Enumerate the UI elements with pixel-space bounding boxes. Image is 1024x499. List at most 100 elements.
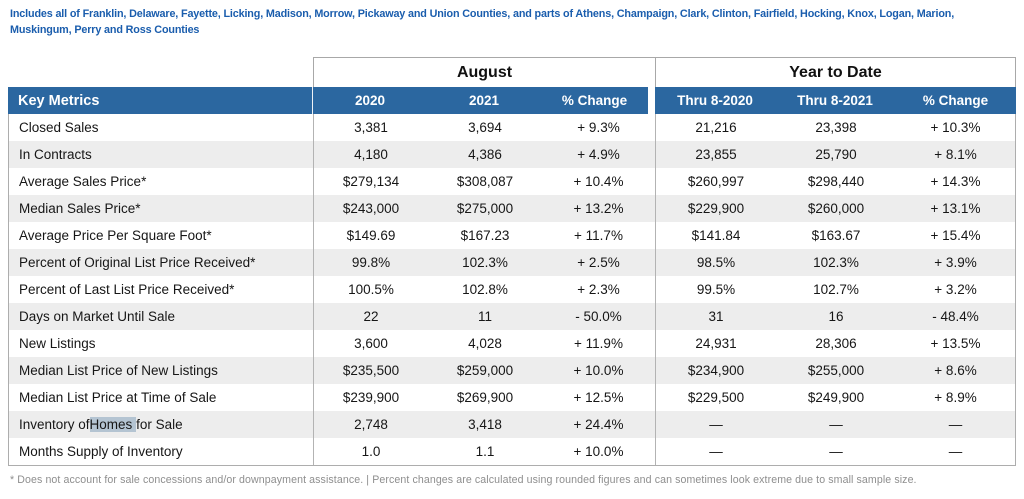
value-cell: + 11.9% <box>542 330 656 357</box>
column-header-thru-8-2021: Thru 8-2021 <box>797 93 873 108</box>
metric-label: Percent of Last List Price Received* <box>9 276 314 303</box>
value-cell: $308,087 <box>456 174 514 189</box>
value-cell: 1.0 <box>361 444 381 459</box>
value-cell: $269,900 <box>456 390 514 405</box>
column-header-pct-change-ytd: % Change <box>922 93 989 108</box>
metric-label: Percent of Original List Price Received* <box>9 249 314 276</box>
value-cell: 100.5% <box>348 282 394 297</box>
metric-label: Average Price Per Square Foot* <box>9 222 314 249</box>
column-header-2021: 2021 <box>468 93 500 108</box>
value-cell: + 14.3% <box>930 174 981 189</box>
value-cell: + 10.4% <box>542 168 656 195</box>
value-cell: 2,748 <box>354 417 388 432</box>
value-cell: $163.67 <box>811 228 861 243</box>
table-row: Average Sales Price* $279,134 $308,087 + 10… <box>9 168 1015 195</box>
value-cell: $141.84 <box>691 228 741 243</box>
column-header-2020: 2020 <box>354 93 386 108</box>
value-cell: + 11.7% <box>542 222 656 249</box>
value-cell: $167.23 <box>460 228 510 243</box>
value-cell: 22 <box>363 309 379 324</box>
metric-label: Average Sales Price* <box>9 168 314 195</box>
value-cell: + 8.9% <box>934 390 977 405</box>
value-cell: $243,000 <box>342 201 400 216</box>
value-cell: $255,000 <box>807 363 865 378</box>
value-cell: + 4.9% <box>542 141 656 168</box>
value-cell: $249,900 <box>807 390 865 405</box>
metric-label: Closed Sales <box>9 114 314 141</box>
value-cell: 99.5% <box>696 282 736 297</box>
metric-label: Median List Price of New Listings <box>9 357 314 384</box>
value-cell: $260,997 <box>687 174 745 189</box>
metric-label: Inventory of Homes for Sale <box>9 411 314 438</box>
table-row: Median Sales Price* $243,000 $275,000 + 13.… <box>9 195 1015 222</box>
group-header-year-to-date: Year to Date <box>655 57 1016 87</box>
value-cell: $279,134 <box>342 174 400 189</box>
value-cell: 3,381 <box>354 120 388 135</box>
table-row: New Listings 3,600 4,028 + 11.9% 24,931 28,30… <box>9 330 1015 357</box>
value-cell: $229,500 <box>687 390 745 405</box>
metric-label: Days on Market Until Sale <box>9 303 314 330</box>
value-cell: - 50.0% <box>542 303 656 330</box>
value-cell: + 9.3% <box>542 114 656 141</box>
value-cell: + 15.4% <box>930 228 981 243</box>
value-cell: — <box>948 444 963 459</box>
value-cell: + 13.2% <box>542 195 656 222</box>
market-stats-table: August Year to Date Key Metrics 2020 202… <box>8 57 1016 466</box>
value-cell: $298,440 <box>807 174 865 189</box>
metric-label: New Listings <box>9 330 314 357</box>
value-cell: 99.8% <box>351 255 391 270</box>
value-cell: + 24.4% <box>542 411 656 438</box>
coverage-note: Includes all of Franklin, Delaware, Faye… <box>10 8 955 37</box>
column-header-thru-8-2020: Thru 8-2020 <box>677 93 753 108</box>
value-cell: — <box>829 444 843 459</box>
value-cell: + 10.0% <box>542 357 656 384</box>
value-cell: 28,306 <box>815 336 857 351</box>
metric-label: Months Supply of Inventory <box>9 438 314 465</box>
key-metrics-header: Key Metrics <box>8 87 313 114</box>
value-cell: 21,216 <box>695 120 737 135</box>
table-row: Days on Market Until Sale 22 11 - 50.0% 31 16… <box>9 303 1015 330</box>
value-cell: $259,000 <box>456 363 514 378</box>
value-cell: + 8.6% <box>934 363 977 378</box>
group-header-august: August <box>313 57 655 87</box>
metric-label: Median Sales Price* <box>9 195 314 222</box>
value-cell: 16 <box>828 309 844 324</box>
footnote: * Does not account for sale concessions … <box>10 474 917 486</box>
value-cell: 11 <box>477 309 492 324</box>
value-cell: 3,694 <box>468 120 502 135</box>
group-header-row: August Year to Date <box>8 57 1016 87</box>
value-cell: + 2.3% <box>542 276 656 303</box>
value-cell: 23,398 <box>815 120 857 135</box>
column-header-pct-change-august: % Change <box>541 87 655 114</box>
table-row: Inventory of Homes for Sale 2,748 3,418 + 2… <box>9 411 1015 438</box>
value-cell: — <box>709 444 723 459</box>
table-row: Median List Price at Time of Sale $239,90… <box>9 384 1015 411</box>
table-body: Closed Sales 3,381 3,694 + 9.3% 21,216 23,398… <box>8 114 1016 466</box>
value-cell: 1.1 <box>475 444 495 459</box>
selection-highlight: Homes <box>89 417 137 432</box>
value-cell: — <box>709 417 723 432</box>
value-cell: 4,386 <box>468 147 502 162</box>
value-cell: — <box>829 417 843 432</box>
value-cell: + 8.1% <box>934 147 977 162</box>
table-row: Median List Price of New Listings $235,50… <box>9 357 1015 384</box>
value-cell: + 3.9% <box>934 255 977 270</box>
value-cell: 4,180 <box>354 147 388 162</box>
value-cell: + 13.1% <box>930 201 981 216</box>
table-row: Percent of Last List Price Received* 100.… <box>9 276 1015 303</box>
value-cell: + 3.2% <box>934 282 977 297</box>
value-cell: $275,000 <box>456 201 514 216</box>
value-cell: $149.69 <box>346 228 396 243</box>
value-cell: 31 <box>708 309 724 324</box>
value-cell: + 13.5% <box>930 336 981 351</box>
metric-label: Median List Price at Time of Sale <box>9 384 314 411</box>
value-cell: 102.7% <box>813 282 859 297</box>
value-cell: $239,900 <box>342 390 400 405</box>
value-cell: $234,900 <box>687 363 745 378</box>
value-cell: 102.3% <box>813 255 859 270</box>
value-cell: 23,855 <box>695 147 737 162</box>
value-cell: - 48.4% <box>932 309 979 324</box>
value-cell: 102.3% <box>462 255 508 270</box>
value-cell: $260,000 <box>807 201 865 216</box>
